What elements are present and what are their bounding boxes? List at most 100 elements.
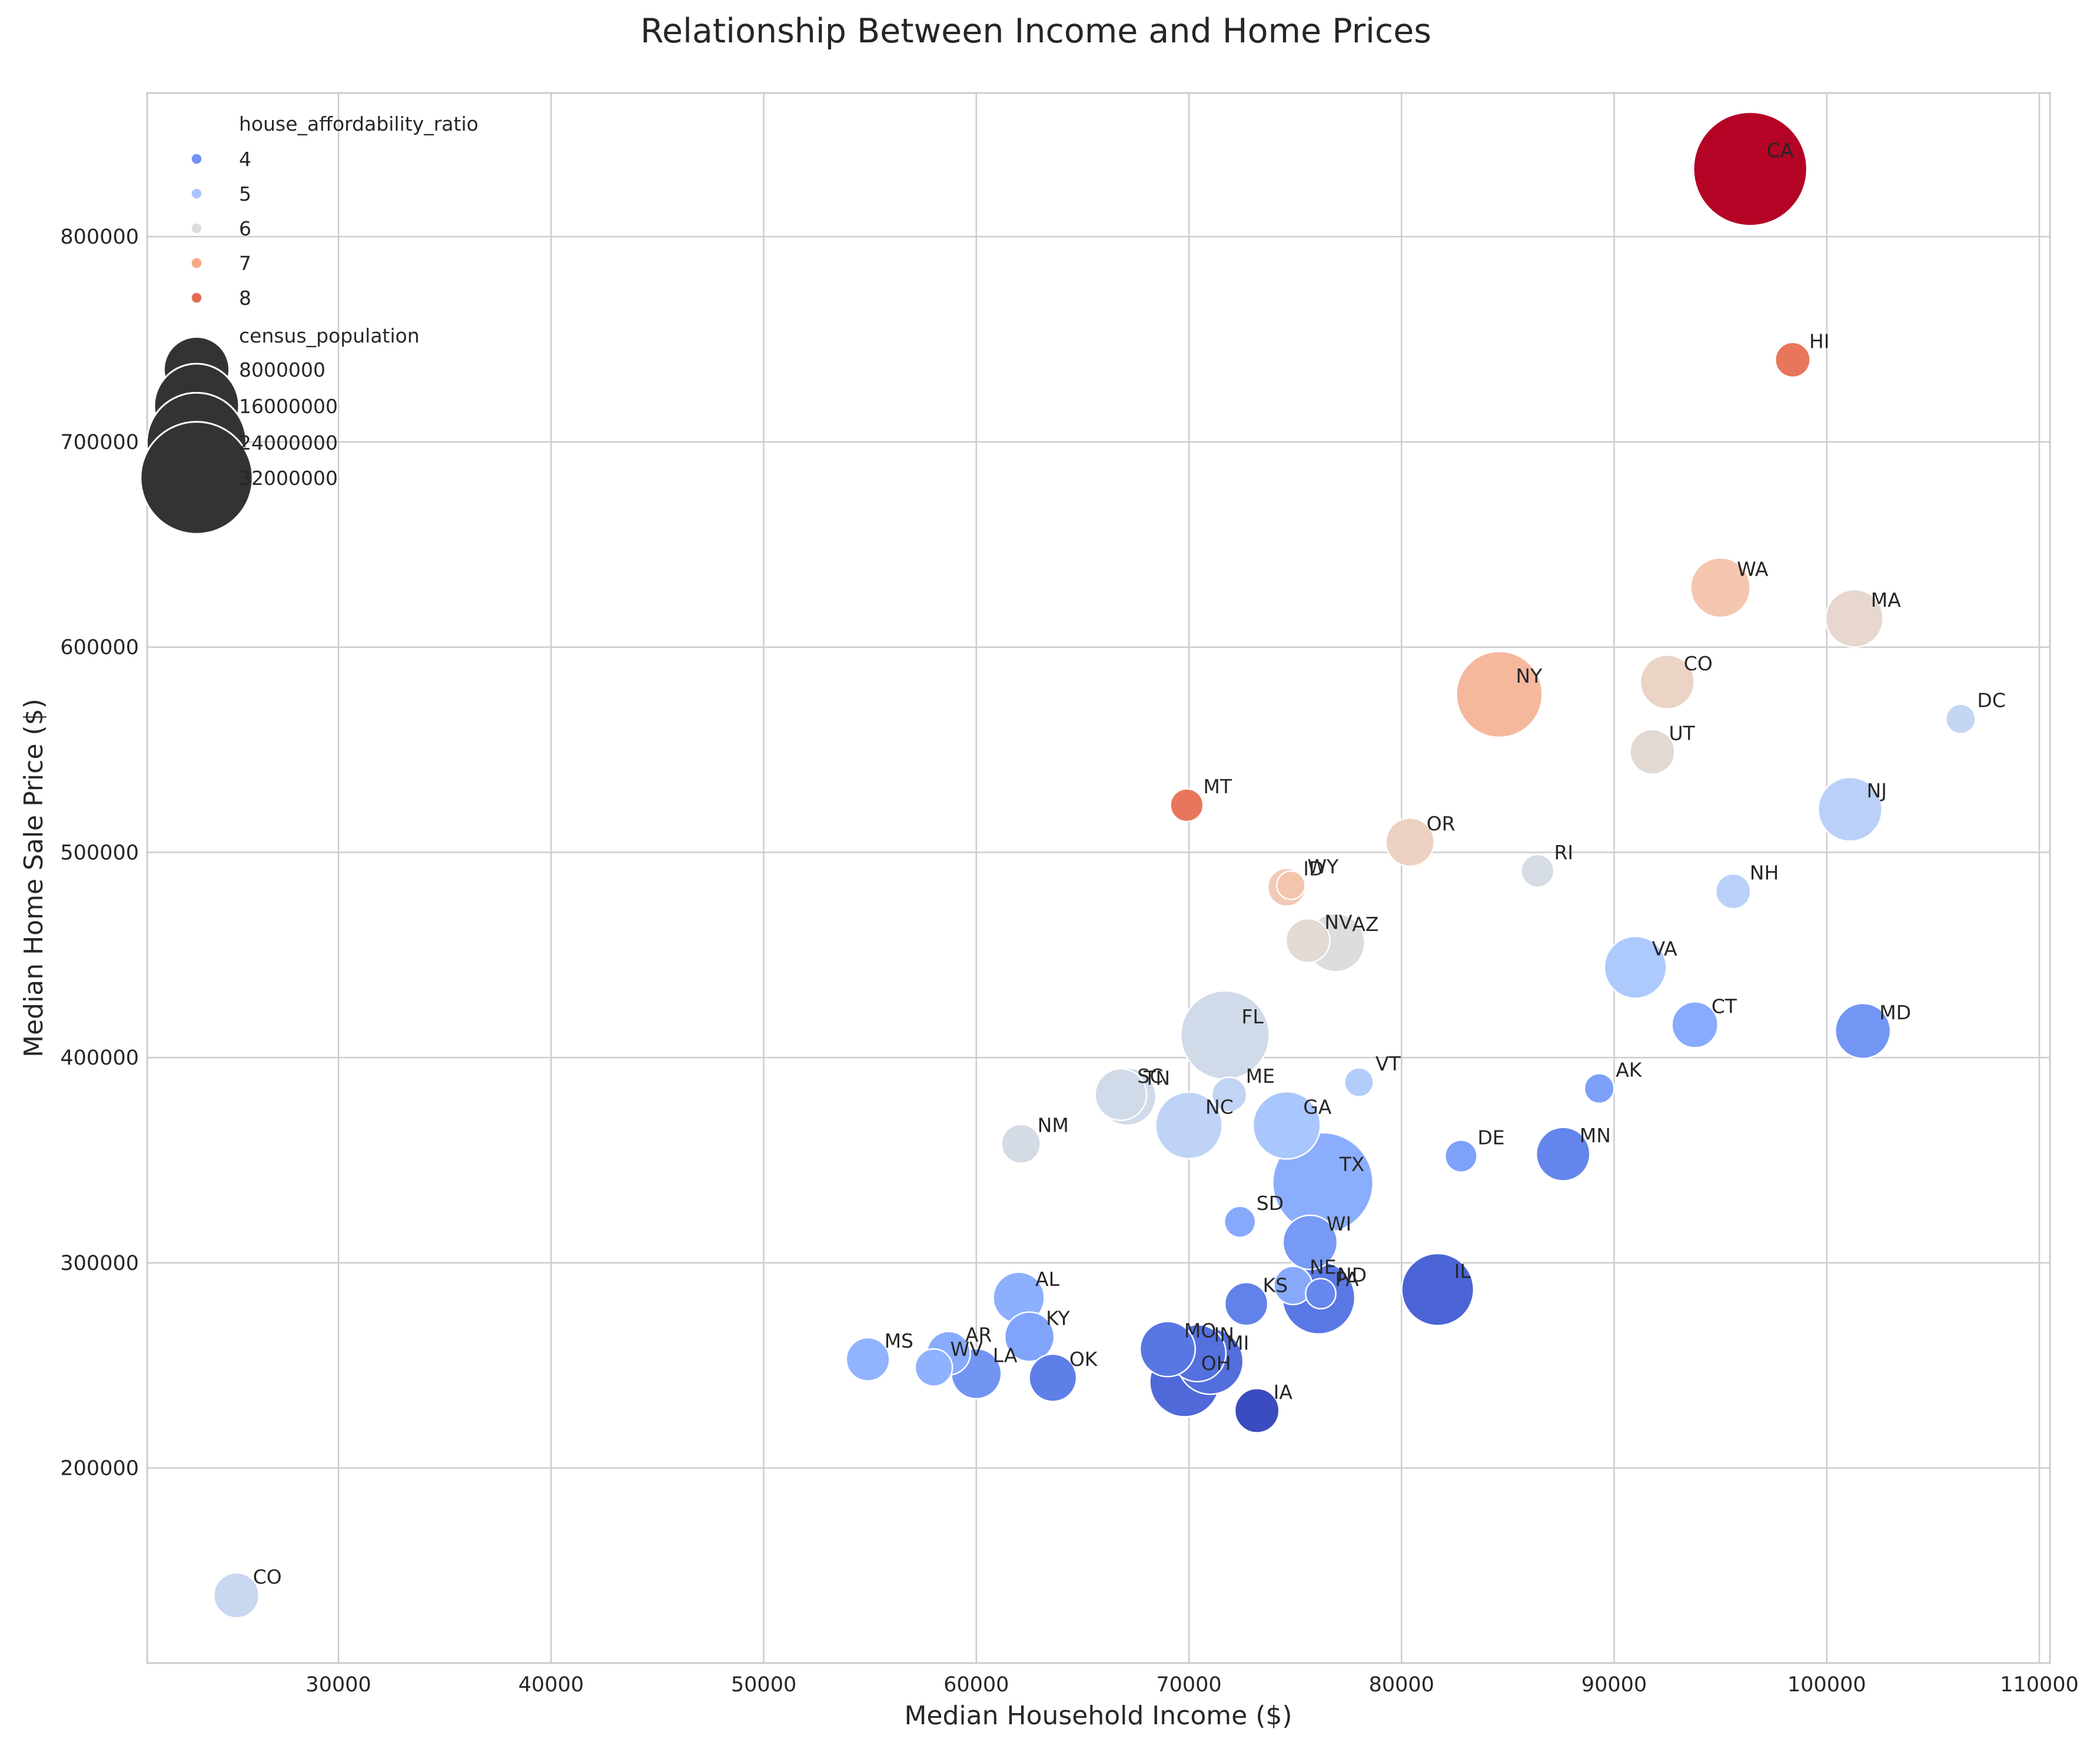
legend-hue-marker (191, 153, 202, 165)
x-tick-label: 80000 (1369, 1673, 1434, 1697)
x-tick-label: 70000 (1156, 1673, 1221, 1697)
point-label-de: DE (1477, 1126, 1504, 1149)
data-point-md (1835, 1002, 1892, 1059)
point-label-nm: NM (1038, 1114, 1069, 1137)
point-label-wi: WI (1327, 1212, 1351, 1235)
point-label-ut: UT (1669, 722, 1696, 745)
point-label-mo: MO (1184, 1319, 1216, 1342)
data-point-nh (1714, 873, 1752, 910)
data-point-wa (1690, 557, 1751, 619)
y-tick-label: 800000 (60, 225, 139, 249)
data-point-nd (1305, 1278, 1337, 1310)
data-point-ks (1224, 1281, 1269, 1326)
point-label-hi: HI (1809, 330, 1830, 353)
point-label-tx: TX (1339, 1153, 1365, 1176)
data-point-hi (1775, 341, 1811, 378)
legend-hue-label: 6 (239, 217, 251, 240)
point-label-va: VA (1652, 937, 1677, 960)
point-label-ms: MS (885, 1329, 913, 1352)
data-point-ia (1234, 1388, 1280, 1434)
data-point-ny (1456, 650, 1543, 739)
legend-hue-label: 5 (239, 182, 251, 205)
data-point-co (1639, 654, 1695, 710)
data-point-co (213, 1572, 260, 1619)
data-point-mt (1169, 788, 1204, 823)
point-label-ok: OK (1069, 1348, 1098, 1371)
point-label-nj: NJ (1866, 779, 1886, 802)
point-label-mt: MT (1203, 775, 1232, 798)
x-tick-label: 110000 (2000, 1673, 2079, 1697)
data-point-nj (1817, 776, 1883, 842)
data-point-me (1211, 1076, 1248, 1113)
point-label-ma: MA (1871, 588, 1901, 611)
data-point-wv (914, 1348, 953, 1387)
legend-size-label: 8000000 (239, 358, 325, 381)
data-point-ky (1004, 1311, 1055, 1362)
legend-size-title: census_population (239, 324, 420, 347)
chart-title: Relationship Between Income and Home Pri… (640, 12, 1431, 51)
y-axis-title: Median Home Sale Price ($) (19, 699, 49, 1058)
grid-lines (147, 93, 2050, 1663)
y-tick-label: 400000 (60, 1046, 139, 1070)
point-label-nd: ND (1337, 1263, 1367, 1286)
point-label-tn: TN (1143, 1066, 1170, 1089)
point-label-or: OR (1427, 812, 1456, 835)
legend-hue-label: 4 (239, 148, 251, 171)
data-point-sc (1094, 1068, 1148, 1121)
point-label-il: IL (1454, 1259, 1471, 1282)
legend-size-marker (139, 421, 254, 535)
point-label-ks: KS (1263, 1274, 1288, 1297)
point-label-mn: MN (1580, 1124, 1611, 1147)
legend-hue-marker (191, 188, 202, 199)
point-label-ky: KY (1046, 1306, 1070, 1329)
data-points (213, 111, 1976, 1619)
point-label-az: AZ (1352, 913, 1378, 936)
data-point-il (1401, 1252, 1475, 1326)
point-label-oh: OH (1201, 1352, 1231, 1375)
data-point-va (1603, 935, 1667, 999)
point-label-nh: NH (1750, 862, 1779, 885)
data-point-dc (1945, 703, 1976, 735)
legend-hue-marker (191, 257, 202, 269)
data-point-ut (1629, 729, 1676, 775)
point-label-ct: CT (1712, 995, 1737, 1018)
point-label-ny: NY (1516, 664, 1543, 687)
point-label-co: CO (1684, 652, 1713, 675)
point-label-fl: FL (1241, 1005, 1264, 1028)
legend-hue-label: 8 (239, 287, 251, 310)
x-tick-label: 50000 (731, 1673, 796, 1697)
point-label-nc: NC (1205, 1095, 1234, 1118)
data-point-wy (1276, 870, 1306, 900)
point-label-pa: PA (1335, 1268, 1359, 1291)
x-axis-title: Median Household Income ($) (904, 1701, 1292, 1731)
legend-hue-marker (191, 222, 202, 234)
point-label-co: CO (253, 1565, 282, 1588)
legend-size-label: 16000000 (239, 395, 338, 418)
legend: house_affordability_ratio census_populat… (139, 112, 479, 535)
data-point-vt (1344, 1067, 1374, 1098)
data-point-ok (1028, 1353, 1078, 1402)
data-point-or (1385, 817, 1436, 867)
y-tick-label: 300000 (60, 1252, 139, 1275)
y-tick-label: 200000 (60, 1457, 139, 1481)
y-tick-label: 700000 (60, 431, 139, 454)
point-label-nv: NV (1324, 910, 1353, 933)
legend-hue-marker (191, 292, 202, 304)
data-point-sd (1224, 1205, 1257, 1238)
data-point-ri (1520, 853, 1555, 888)
data-point-ma (1825, 588, 1884, 648)
plot-area-frame (146, 92, 2051, 1664)
point-label-sc: SC (1137, 1065, 1163, 1088)
y-tick-label: 600000 (60, 636, 139, 660)
data-point-ms (845, 1336, 890, 1382)
point-label-me: ME (1246, 1065, 1275, 1088)
point-label-ne: NE (1310, 1255, 1337, 1278)
axis-ticks: 30000 40000 50000 60000 70000 80000 90000 10000… (60, 225, 2078, 1697)
point-label-ar: AR (965, 1323, 992, 1346)
data-point-wi (1282, 1214, 1338, 1271)
point-label-vt: VT (1375, 1052, 1401, 1075)
point-label-al: AL (1035, 1268, 1060, 1291)
